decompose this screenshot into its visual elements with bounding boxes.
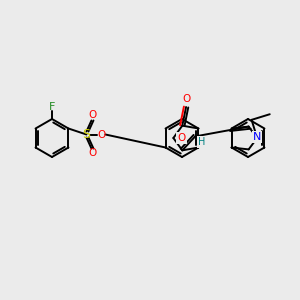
Text: N: N <box>253 132 261 142</box>
Text: O: O <box>97 130 106 140</box>
Text: S: S <box>82 128 91 141</box>
Text: O: O <box>88 110 97 121</box>
Text: H: H <box>197 137 205 147</box>
Text: F: F <box>49 102 55 112</box>
Text: O: O <box>182 94 190 104</box>
Text: O: O <box>177 133 185 143</box>
Text: O: O <box>88 148 97 158</box>
